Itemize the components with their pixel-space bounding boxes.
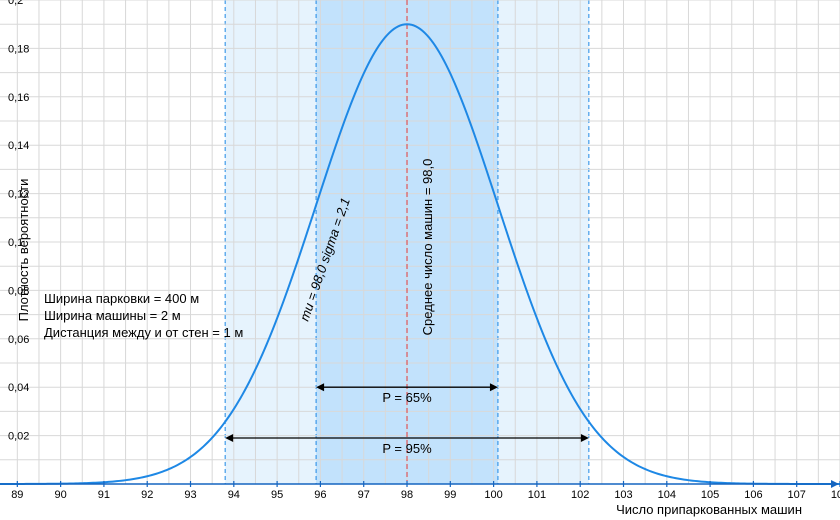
y-tick-label: 0,1 — [8, 237, 23, 249]
x-tick-label: 103 — [614, 489, 632, 501]
x-tick-label: 91 — [98, 489, 110, 501]
axes — [0, 480, 839, 488]
y-tick-label: 0,06 — [8, 334, 29, 346]
x-tick-label: 104 — [658, 489, 676, 501]
y-axis-label: Плотность вероятности — [16, 179, 31, 322]
density-curve — [0, 23, 840, 485]
band-0-arrow-head-left — [225, 434, 234, 443]
mean-label: Среднее число машин = 98,0 — [420, 159, 435, 336]
x-tick-label: 98 — [401, 489, 413, 501]
band-1-arrow-head-left — [316, 383, 325, 392]
x-tick-label: 89 — [11, 489, 23, 501]
x-tick-label: 92 — [141, 489, 153, 501]
x-tick-label: 102 — [571, 489, 589, 501]
x-tick-label: 106 — [744, 489, 762, 501]
x-axis-arrow — [831, 480, 839, 488]
band-0-arrow-head-right — [580, 434, 589, 443]
x-tick-label: 107 — [788, 489, 806, 501]
density-curve-group — [0, 23, 840, 485]
x-tick-label: 99 — [444, 489, 456, 501]
y-tick-label: 0,2 — [8, 0, 23, 7]
y-tick-label: 0,04 — [8, 382, 29, 394]
x-tick-label: 105 — [701, 489, 719, 501]
band-1-probability-label: P = 65% — [382, 390, 432, 405]
tick-labels: 89 90 91 92 93 94 95 96 97 98 99 100 101 102 103 104 105… — [8, 0, 840, 501]
x-tick-label: 90 — [54, 489, 66, 501]
x-tick-label: 96 — [314, 489, 326, 501]
y-tick-label: 0,14 — [8, 140, 29, 152]
x-tick-label: 108 — [831, 489, 840, 501]
band-0-probability-label: P = 95% — [382, 441, 432, 456]
x-tick-label: 100 — [484, 489, 502, 501]
y-tick-label: 0,12 — [8, 189, 29, 201]
x-tick-label: 94 — [228, 489, 240, 501]
x-tick-label: 93 — [184, 489, 196, 501]
x-tick-label: 101 — [528, 489, 546, 501]
grid — [0, 0, 840, 484]
annotation-parking-width: Ширина парковки = 400 м — [44, 291, 199, 306]
y-tick-label: 0,08 — [8, 285, 29, 297]
y-tick-label: 0,18 — [8, 43, 29, 55]
annotation-spacing: Дистанция между и от стен = 1 м — [44, 325, 243, 340]
x-tick-label: 95 — [271, 489, 283, 501]
band-1-arrow-head-right — [489, 383, 498, 392]
x-axis-label: Число припаркованных машин — [616, 502, 802, 517]
y-tick-label: 0,16 — [8, 92, 29, 104]
x-tick-label: 97 — [358, 489, 370, 501]
interval-arrows: P = 95% P = 65% — [225, 383, 589, 456]
annotation-car-width: Ширина машины = 2 м — [44, 308, 181, 323]
y-tick-label: 0,02 — [8, 431, 29, 443]
